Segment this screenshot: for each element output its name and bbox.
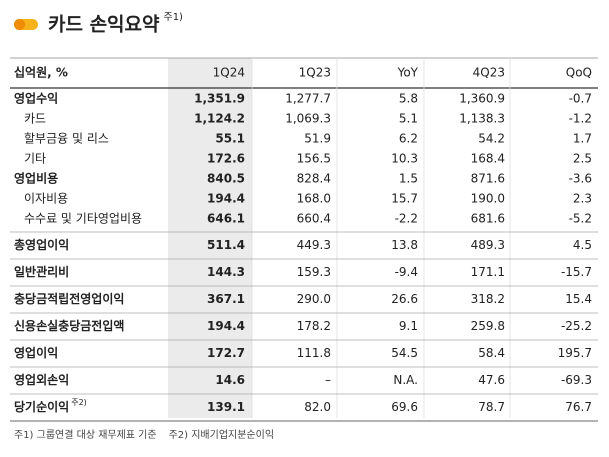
cell: 47.6	[478, 373, 505, 387]
cell: 511.4	[207, 238, 245, 252]
column-header: 1Q24	[213, 66, 245, 80]
cell: 2.5	[573, 152, 592, 166]
cell: 681.6	[471, 212, 505, 226]
cell: 828.4	[297, 172, 331, 186]
cell: 111.8	[297, 346, 331, 360]
cell: -0.7	[569, 92, 592, 106]
cell: 1,360.9	[459, 92, 505, 106]
cell: 290.0	[297, 292, 331, 306]
row-sublabel: 기타	[24, 152, 46, 166]
cell: 1,351.9	[194, 92, 245, 106]
cell: 54.2	[478, 132, 505, 146]
cell: 5.1	[399, 112, 418, 126]
footnote: 주1) 그룹연결 대상 재무제표 기준	[14, 429, 157, 441]
cell: 1.5	[399, 172, 418, 186]
cell: N.A.	[393, 373, 418, 387]
cell: 172.6	[207, 152, 245, 166]
cell: 178.2	[297, 319, 331, 333]
cell: 194.4	[207, 319, 245, 333]
cell: 1,069.3	[285, 112, 331, 126]
cell: 76.7	[565, 400, 592, 414]
cell: 69.6	[391, 400, 418, 414]
cell: -2.2	[395, 212, 418, 226]
cell: 55.1	[215, 132, 245, 146]
title-icon-part	[14, 19, 25, 30]
cell: -1.2	[569, 112, 592, 126]
cell: 5.8	[399, 92, 418, 106]
column-header: 4Q23	[473, 66, 505, 80]
row-label: 충당금적립전영업이익	[14, 291, 124, 306]
cell: 660.4	[297, 212, 331, 226]
row-sublabel: 할부금융 및 리스	[24, 132, 109, 146]
row-label: 영업비용	[14, 171, 58, 186]
column-header: QoQ	[566, 66, 592, 80]
cell: 259.8	[471, 319, 505, 333]
cell: 156.5	[297, 152, 331, 166]
cell: 159.3	[297, 265, 331, 279]
column-header: 십억원, %	[14, 65, 68, 80]
cell: 489.3	[471, 238, 505, 252]
cell: -69.3	[561, 373, 592, 387]
cell: 871.6	[471, 172, 505, 186]
column-header: 1Q23	[299, 66, 331, 80]
cell: -9.4	[395, 265, 418, 279]
cell: 15.4	[565, 292, 592, 306]
cell: 1,277.7	[285, 92, 331, 106]
cell: 78.7	[478, 400, 505, 414]
cell: 172.7	[207, 346, 245, 360]
row-label: 신용손실충당금전입액	[14, 318, 124, 333]
row-sublabel: 수수료 및 기타영업비용	[24, 212, 142, 226]
row-sublabel: 이자비용	[24, 192, 68, 206]
cell: 190.0	[471, 192, 505, 206]
cell: -5.2	[569, 212, 592, 226]
title: 카드 손익요약	[48, 14, 160, 36]
cell: 1,124.2	[194, 112, 245, 126]
cell: 139.1	[207, 400, 245, 414]
cell: 2.3	[573, 192, 592, 206]
cell: 13.8	[391, 238, 418, 252]
row-label: 영업이익	[14, 345, 58, 360]
row-label: 영업수익	[14, 91, 58, 106]
cell: 10.3	[391, 152, 418, 166]
cell: 171.1	[471, 265, 505, 279]
cell: 194.4	[207, 192, 245, 206]
cell: 646.1	[207, 212, 245, 226]
cell: 26.6	[391, 292, 418, 306]
row-label: 일반관리비	[14, 264, 69, 279]
cell: 51.9	[304, 132, 331, 146]
cell: 6.2	[399, 132, 418, 146]
column-header: YoY	[397, 66, 419, 80]
title-note: 주1)	[164, 12, 184, 23]
cell: 318.2	[471, 292, 505, 306]
cell: 168.0	[297, 192, 331, 206]
cell: 58.4	[478, 346, 505, 360]
cell: 1.7	[573, 132, 592, 146]
cell: 9.1	[399, 319, 418, 333]
row-label-note: 주2)	[71, 398, 87, 407]
cell: 367.1	[207, 292, 245, 306]
cell: 82.0	[304, 400, 331, 414]
cell: 1,138.3	[459, 112, 505, 126]
cell: -3.6	[569, 172, 592, 186]
cell: 4.5	[573, 238, 592, 252]
row-label: 당기순이익	[14, 399, 69, 414]
cell: -25.2	[561, 319, 592, 333]
row-label: 총영업이익	[14, 237, 69, 252]
cell: 15.7	[391, 192, 418, 206]
highlight-column	[168, 58, 252, 418]
row-label: 영업외손익	[14, 372, 69, 387]
cell: -15.7	[561, 265, 592, 279]
cell: 449.3	[297, 238, 331, 252]
cell: 54.5	[391, 346, 418, 360]
row-sublabel: 카드	[24, 112, 46, 126]
footnote: 주2) 지배기업지분순이익	[169, 428, 274, 441]
cell: 144.3	[207, 265, 245, 279]
cell: 168.4	[471, 152, 505, 166]
cell: 840.5	[207, 172, 245, 186]
cell: 195.7	[558, 346, 592, 360]
cell: 14.6	[215, 373, 245, 387]
cell: –	[325, 373, 331, 387]
